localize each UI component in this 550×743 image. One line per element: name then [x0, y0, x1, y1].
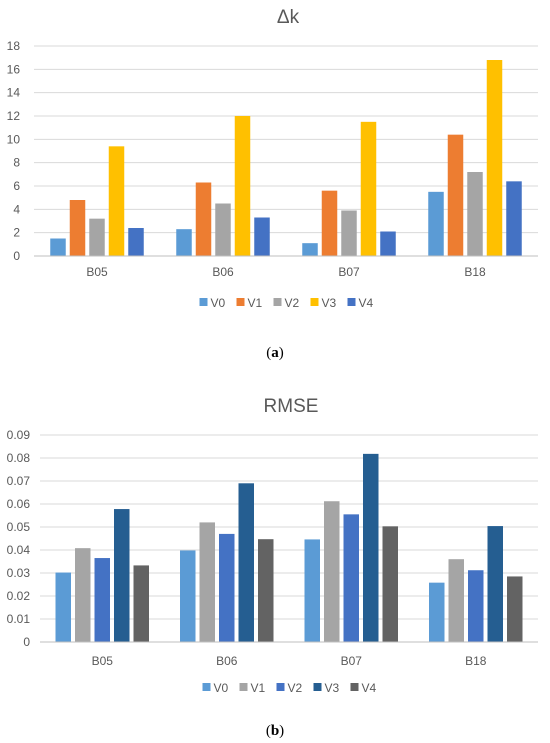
- legend-label: V4: [362, 681, 377, 695]
- legend-label: V1: [248, 296, 263, 310]
- bar-v2-b18: [467, 172, 483, 256]
- chart-rmse: RMSE 0 0.01 0.02 0.03 0.04 0.05 0.06 0.07 0.08 0.0…: [7, 396, 538, 739]
- legend-swatch: [313, 683, 322, 691]
- bar-v0-b18: [429, 582, 445, 642]
- legend-swatch: [350, 683, 359, 691]
- legend-label: V3: [322, 296, 337, 310]
- legend: V0 V1 V2 V3 V4: [199, 296, 374, 310]
- bar-v2-b05: [94, 558, 110, 642]
- bar-v0-b18: [428, 191, 444, 256]
- y-tick-label: 4: [13, 202, 20, 216]
- y-tick-label: 6: [13, 179, 20, 193]
- bar-v0-b07: [304, 539, 320, 642]
- bar-v1-b18: [448, 559, 464, 642]
- bar-v2-b18: [468, 570, 484, 642]
- bar-v1-b07: [324, 501, 340, 642]
- y-tick-label: 0: [23, 635, 30, 649]
- legend-label: V0: [211, 296, 226, 310]
- legend-swatch: [310, 298, 319, 306]
- legend-label: V1: [251, 681, 266, 695]
- y-tick-label: 0.03: [7, 566, 31, 580]
- legend-swatch: [273, 298, 282, 306]
- chart-delta-k: Δk 0 2 4 6 8 10 12 14 16 18 B05 B06 B07 B18 V0 V1 V2 V3 V4 (…: [7, 7, 538, 361]
- bar-v0-b06: [176, 229, 192, 256]
- chart-title: Δk: [277, 7, 300, 28]
- x-category-label: B06: [212, 265, 234, 279]
- bar-v1-b05: [75, 548, 91, 642]
- y-tick-label: 10: [7, 132, 21, 146]
- x-category-label: B05: [86, 265, 108, 279]
- bar-v3-b06: [234, 116, 251, 256]
- bar-v1-b07: [321, 190, 338, 256]
- legend-label: V0: [214, 681, 229, 695]
- bar-v4-b18: [506, 181, 522, 256]
- bar-v3-b05: [108, 146, 125, 256]
- y-tick-label: 0.04: [7, 543, 31, 557]
- bar-v0-b05: [50, 238, 66, 256]
- bar-v3-b18: [486, 60, 503, 256]
- bar-v0-b06: [180, 550, 196, 642]
- figure-caption: (a): [266, 345, 284, 361]
- y-tick-label: 0.05: [7, 520, 31, 534]
- y-tick-label: 0.01: [7, 612, 31, 626]
- legend-label: V2: [288, 681, 303, 695]
- legend-label: V2: [285, 296, 300, 310]
- y-tick-label: 0: [13, 249, 20, 263]
- bar-v3-b05: [114, 509, 130, 642]
- x-category-label: B18: [464, 265, 486, 279]
- x-category-label: B05: [92, 654, 114, 668]
- y-tick-label: 16: [7, 62, 21, 76]
- bar-v2-b06: [219, 533, 235, 642]
- bar-v1-b06: [195, 182, 212, 256]
- legend-swatch: [239, 683, 248, 691]
- bar-v0-b07: [302, 243, 318, 256]
- chart-title: RMSE: [264, 396, 319, 417]
- legend-swatch: [236, 298, 245, 306]
- bar-v1-b05: [69, 200, 86, 256]
- legend: V0 V1 V2 V3 V4: [202, 681, 377, 695]
- y-tick-label: 14: [7, 86, 21, 100]
- bar-v3-b06: [238, 483, 254, 642]
- figure-caption: (b): [266, 723, 284, 739]
- y-tick-label: 18: [7, 39, 21, 53]
- bar-v0-b05: [55, 572, 71, 642]
- x-category-label: B07: [341, 654, 363, 668]
- bar-v3-b07: [363, 453, 379, 642]
- bar-v3-b07: [360, 121, 377, 256]
- bar-v4-b07: [380, 231, 396, 256]
- y-tick-label: 0.09: [7, 428, 31, 442]
- y-tick-label: 12: [7, 109, 21, 123]
- y-tick-label: 8: [13, 156, 20, 170]
- bar-v2-b07: [341, 210, 357, 256]
- y-tick-label: 0.07: [7, 474, 31, 488]
- y-tick-label: 0.06: [7, 497, 31, 511]
- legend-swatch: [347, 298, 356, 306]
- bar-v4-b06: [258, 539, 274, 642]
- legend-swatch: [276, 683, 285, 691]
- bar-v4-b18: [507, 576, 523, 642]
- y-tick-label: 0.08: [7, 451, 31, 465]
- y-tick-label: 0.02: [7, 589, 31, 603]
- legend-swatch: [202, 683, 211, 691]
- caption-letter: a: [271, 345, 279, 361]
- x-category-label: B18: [465, 654, 487, 668]
- legend-label: V4: [359, 296, 374, 310]
- bar-v2-b07: [343, 514, 359, 642]
- legend-swatch: [199, 298, 208, 306]
- bar-v2-b06: [215, 203, 231, 256]
- legend-label: V3: [325, 681, 340, 695]
- x-category-label: B06: [216, 654, 238, 668]
- bar-v1-b18: [447, 134, 464, 256]
- bar-v4-b05: [133, 565, 149, 642]
- bar-v3-b18: [487, 526, 503, 642]
- caption-letter: b: [271, 723, 279, 739]
- bar-v4-b07: [382, 526, 398, 642]
- bar-v2-b05: [89, 218, 105, 256]
- bar-v4-b06: [254, 217, 270, 256]
- bar-v1-b06: [199, 522, 215, 642]
- bar-v4-b05: [128, 228, 144, 256]
- y-tick-label: 2: [13, 226, 20, 240]
- x-category-label: B07: [338, 265, 360, 279]
